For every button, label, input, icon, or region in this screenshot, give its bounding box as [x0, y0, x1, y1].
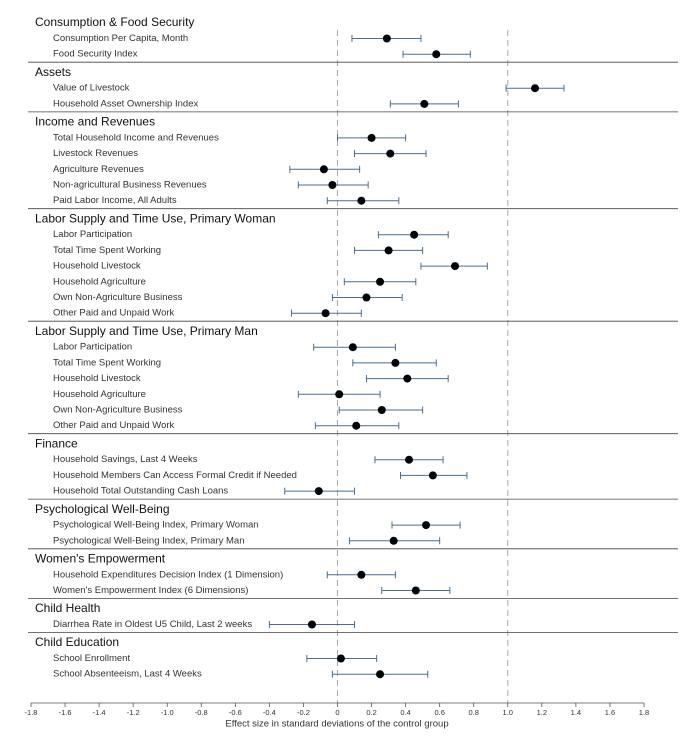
x-tick-label: 1.2	[537, 708, 547, 717]
x-tick-label: 0.2	[366, 708, 376, 717]
row-label: Women's Empowerment Index (6 Dimensions)	[53, 585, 248, 596]
point-estimate	[348, 343, 357, 352]
x-tick-label: -0.2	[297, 708, 310, 717]
point-estimate	[367, 133, 376, 142]
point-estimate	[335, 390, 344, 399]
point-estimate	[328, 181, 337, 189]
point-estimate	[531, 84, 540, 93]
row-label: Household Agriculture	[53, 276, 146, 287]
x-tick-label: 1.4	[571, 708, 581, 717]
row-label: Psychological Well-Being Index, Primary …	[53, 520, 259, 531]
point-estimate	[376, 670, 385, 679]
point-estimate	[352, 421, 361, 430]
x-tick-label: -1.4	[93, 708, 106, 717]
row-label: Total Time Spent Working	[53, 245, 161, 256]
x-tick-label: -1.2	[127, 708, 140, 717]
group-title: Labor Supply and Time Use, Primary Man	[35, 324, 258, 338]
point-estimate	[389, 536, 398, 545]
x-tick-label: 1.8	[639, 708, 649, 717]
x-tick-label: -0.6	[229, 708, 242, 717]
row-label: Consumption Per Capita, Month	[53, 33, 188, 44]
row-label: Paid Labor Income, All Adults	[53, 195, 177, 206]
group-title: Child Health	[35, 601, 100, 615]
point-estimate	[405, 455, 414, 464]
point-estimate	[376, 277, 385, 286]
point-estimate	[321, 309, 330, 318]
point-estimate	[403, 374, 412, 383]
x-tick-label: 0.4	[400, 708, 410, 717]
point-estimate	[384, 246, 393, 255]
x-tick-label: -0.8	[195, 708, 208, 717]
row-label: Non-agricultural Business Revenues	[53, 180, 207, 191]
point-estimate	[410, 230, 419, 239]
row-label: Total Household Income and Revenues	[53, 132, 219, 143]
row-label: School Absenteeism, Last 4 Weeks	[53, 669, 202, 680]
group-title: Income and Revenues	[35, 115, 155, 129]
row-label: Total Time Spent Working	[53, 357, 161, 368]
point-estimate	[422, 521, 431, 530]
row-label: Household Livestock	[53, 373, 141, 384]
row-label: Livestock Revenues	[53, 148, 138, 159]
point-estimate	[450, 262, 459, 271]
row-label: Diarrhea Rate in Oldest U5 Child, Last 2…	[53, 619, 252, 630]
row-label: Value of Livestock	[53, 83, 130, 94]
x-tick-label: 0	[335, 708, 339, 717]
point-estimate	[377, 406, 386, 414]
row-label: Own Non-Agriculture Business	[53, 405, 183, 416]
group-title: Child Education	[35, 635, 119, 649]
point-estimate	[357, 196, 366, 205]
row-label: Household Expenditures Decision Index (1…	[53, 569, 283, 580]
x-tick-label: -1.6	[59, 708, 72, 717]
row-label: Household Savings, Last 4 Weeks	[53, 454, 198, 465]
point-estimate	[391, 358, 400, 367]
row-label: Household Livestock	[53, 261, 141, 272]
group-title: Psychological Well-Being	[35, 502, 170, 516]
row-label: Psychological Well-Being Index, Primary …	[53, 535, 244, 546]
x-tick-label: 1.0	[503, 708, 513, 717]
group-title: Consumption & Food Security	[35, 15, 194, 29]
x-tick-label: 0.6	[434, 708, 444, 717]
point-estimate	[382, 34, 391, 43]
point-estimate	[362, 293, 371, 302]
x-axis-label: Effect size in standard deviations of th…	[225, 719, 448, 730]
x-tick-label: -1.0	[161, 708, 174, 717]
group-title: Finance	[35, 436, 78, 450]
x-tick-label: 1.6	[605, 708, 615, 717]
row-label: Household Total Outstanding Cash Loans	[53, 486, 228, 497]
point-estimate	[314, 487, 323, 496]
row-label: Household Members Can Access Formal Cred…	[53, 470, 297, 481]
point-estimate	[319, 165, 328, 174]
point-estimate	[357, 570, 366, 579]
point-estimate	[307, 620, 316, 629]
point-estimate	[420, 99, 429, 108]
row-label: Household Agriculture	[53, 389, 146, 400]
group-title: Labor Supply and Time Use, Primary Woman	[35, 211, 276, 225]
group-title: Women's Empowerment	[35, 551, 166, 565]
point-estimate	[336, 654, 345, 663]
point-estimate	[428, 471, 437, 480]
x-tick-label: 0.8	[469, 708, 479, 717]
row-label: School Enrollment	[53, 653, 130, 664]
x-tick-label: -1.8	[25, 708, 38, 717]
row-label: Own Non-Agriculture Business	[53, 292, 183, 303]
row-label: Household Asset Ownership Index	[53, 98, 198, 109]
point-estimate	[411, 586, 420, 595]
x-tick-label: -0.4	[263, 708, 276, 717]
row-label: Labor Participation	[53, 229, 132, 240]
row-label: Labor Participation	[53, 342, 132, 353]
point-estimate	[432, 50, 441, 59]
row-label: Agriculture Revenues	[53, 164, 144, 175]
row-label: Other Paid and Unpaid Work	[53, 308, 175, 319]
group-title: Assets	[35, 65, 71, 79]
row-label: Food Security Index	[53, 49, 138, 60]
point-estimate	[386, 149, 395, 158]
row-label: Other Paid and Unpaid Work	[53, 420, 175, 431]
